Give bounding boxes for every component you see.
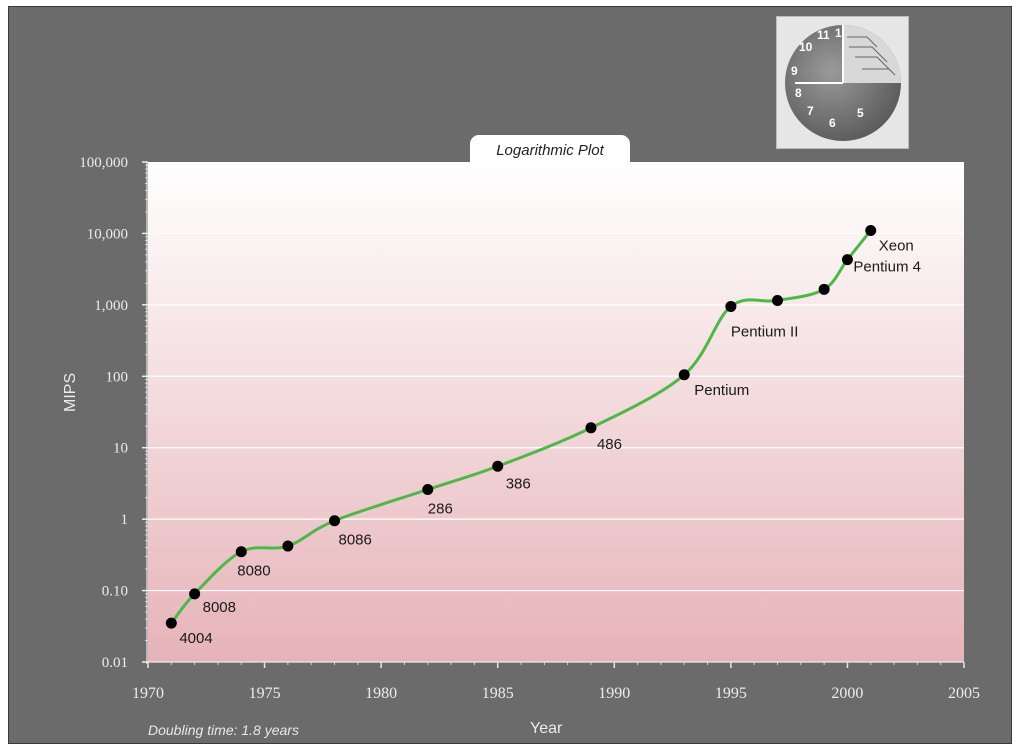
data-label: 286: [428, 501, 453, 518]
chart-title: Logarithmic Plot: [470, 135, 630, 165]
doubling-time-note: Doubling time: 1.8 years: [148, 722, 299, 738]
y-tick-label: 10: [113, 441, 128, 457]
data-point: [235, 546, 247, 558]
y-tick-label: 100: [106, 369, 129, 385]
x-tick-label: 1995: [715, 685, 747, 702]
clock-number: 8: [795, 86, 802, 100]
data-label: Xeon: [879, 237, 914, 254]
clock-number: 10: [799, 40, 813, 54]
series-points: 4004 8008 8080 8086 286 386 486 Pentium Pentium …: [165, 224, 921, 647]
data-label: 8008: [203, 599, 236, 616]
x-tick-label: 1975: [249, 685, 281, 702]
data-point: [585, 422, 597, 434]
data-point: [678, 369, 690, 381]
data-point: [329, 515, 341, 527]
data-point: [282, 540, 294, 552]
clock-number: 6: [829, 116, 836, 130]
x-tick-label: 1980: [365, 685, 397, 702]
x-tick-label: 1985: [482, 685, 514, 702]
mips-trend-line: [170, 229, 872, 625]
x-tick-label: 2000: [831, 685, 863, 702]
plot-area: [148, 162, 964, 662]
clock-number: 9: [791, 64, 798, 78]
x-tick-label: 1970: [132, 685, 164, 702]
data-point: [492, 460, 504, 472]
data-point: [165, 617, 177, 629]
data-point: [841, 254, 853, 266]
clock-number: 11: [817, 28, 830, 42]
x-tick-label: 2005: [948, 685, 980, 702]
data-point: [771, 295, 783, 307]
y-tick-label: 1: [121, 512, 129, 528]
clock-number: 1: [835, 26, 842, 40]
clock-chip-logo: 1 11 10 9 8 7 6 5: [776, 16, 909, 149]
data-point: [422, 484, 434, 496]
data-label: 386: [506, 475, 531, 492]
y-tick-label: 0.01: [102, 655, 128, 671]
y-tick-label: 0.10: [102, 584, 128, 600]
data-label: Pentium 4: [853, 259, 921, 276]
data-point: [818, 283, 830, 295]
y-tick-label: 100,000: [79, 155, 128, 171]
axis-ticks: 0.01 0.10 1 10 100 1,000 10,000 100,000 1970 1975…: [79, 155, 980, 702]
data-label: 8086: [339, 532, 372, 549]
y-tick-label: 1,000: [94, 298, 128, 314]
data-label: 4004: [179, 630, 212, 647]
data-point: [865, 224, 877, 236]
x-axis-label: Year: [530, 720, 563, 737]
data-label: 486: [597, 436, 622, 453]
y-axis-label: MIPS: [62, 372, 79, 412]
y-tick-label: 10,000: [87, 226, 128, 242]
clock-number: 7: [807, 104, 814, 118]
data-point: [189, 588, 201, 600]
x-tick-label: 1990: [598, 685, 630, 702]
data-label: Pentium II: [731, 323, 799, 340]
data-point: [725, 300, 737, 312]
grid-lines: [148, 232, 964, 592]
data-label: 8080: [237, 563, 270, 580]
clock-number: 5: [857, 106, 864, 120]
series-line: [170, 229, 872, 625]
data-label: Pentium: [694, 382, 749, 399]
